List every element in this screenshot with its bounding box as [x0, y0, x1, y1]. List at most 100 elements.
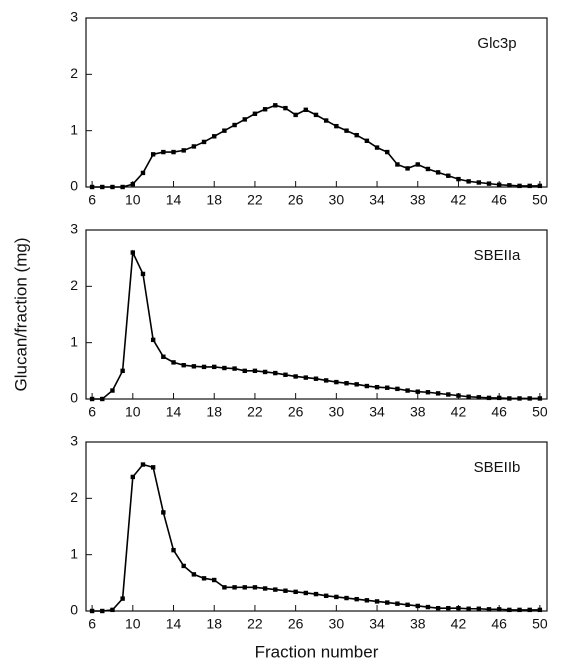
- data-point: [385, 600, 390, 605]
- data-point: [354, 382, 359, 387]
- panel-label: SBEIIa: [474, 247, 521, 264]
- data-point: [242, 585, 247, 590]
- data-point: [212, 364, 217, 370]
- data-point: [303, 107, 309, 113]
- data-point: [527, 183, 532, 189]
- y-tick-label: 3: [70, 9, 78, 25]
- data-point: [171, 547, 176, 553]
- data-point: [527, 607, 532, 613]
- data-point: [364, 598, 370, 603]
- x-tick-label: 14: [166, 192, 182, 208]
- x-tick-label: 26: [288, 192, 304, 208]
- x-tick-label: 14: [166, 616, 182, 632]
- data-point: [262, 586, 268, 591]
- x-tick-label: 46: [491, 192, 507, 208]
- data-point: [232, 122, 237, 128]
- data-point: [354, 596, 359, 602]
- data-point: [212, 134, 217, 139]
- data-point: [201, 576, 207, 581]
- data-point: [222, 365, 227, 371]
- data-point: [456, 605, 461, 611]
- data-point: [222, 585, 227, 590]
- data-point: [283, 372, 288, 377]
- data-point: [507, 396, 512, 401]
- data-point: [313, 376, 319, 381]
- x-tick-label: 6: [88, 192, 96, 208]
- data-point: [334, 123, 339, 129]
- x-tick-label: 18: [206, 404, 222, 420]
- x-tick-label: 10: [125, 616, 141, 632]
- data-point: [456, 393, 461, 398]
- data-point: [374, 145, 380, 150]
- data-point: [415, 389, 420, 394]
- data-point: [486, 395, 492, 401]
- data-point: [435, 605, 441, 611]
- data-point: [344, 381, 349, 386]
- panel-label: Glc3p: [477, 35, 516, 52]
- plot-frame: [85, 17, 548, 188]
- data-point: [476, 395, 482, 400]
- data-point: [374, 384, 380, 390]
- x-tick-label: 34: [369, 404, 385, 420]
- data-point: [130, 474, 136, 480]
- data-point: [140, 462, 146, 467]
- data-point: [344, 128, 349, 133]
- y-tick-label: 0: [70, 390, 78, 406]
- y-tick-label: 3: [70, 221, 78, 237]
- data-point: [323, 118, 329, 123]
- data-point: [130, 250, 136, 255]
- x-tick-label: 6: [88, 404, 96, 420]
- data-point: [415, 603, 420, 609]
- plot-frame: [85, 441, 548, 612]
- data-point: [161, 510, 166, 515]
- data-point: [110, 388, 115, 393]
- data-point: [313, 591, 319, 597]
- data-point: [425, 390, 431, 395]
- data-point: [191, 572, 197, 577]
- data-point: [130, 181, 136, 187]
- x-tick-label: 38: [410, 616, 426, 632]
- data-point: [273, 587, 278, 592]
- data-point: [150, 152, 156, 157]
- data-point: [313, 112, 319, 118]
- data-point: [496, 607, 502, 612]
- data-point: [486, 607, 492, 612]
- data-point: [262, 369, 268, 375]
- y-axis-label: Glucan/fraction (mg): [11, 238, 30, 392]
- x-tick-label: 22: [247, 616, 263, 632]
- y-tick-label: 1: [70, 121, 78, 137]
- x-tick-label: 10: [125, 192, 141, 208]
- data-point: [262, 107, 268, 112]
- data-point: [334, 379, 339, 385]
- data-point: [507, 183, 512, 188]
- data-point: [364, 138, 370, 144]
- data-point: [191, 364, 197, 369]
- x-tick-label: 30: [329, 404, 345, 420]
- x-tick-label: 50: [532, 404, 548, 420]
- data-point: [212, 577, 217, 583]
- x-tick-label: 38: [410, 404, 426, 420]
- data-point: [232, 366, 237, 371]
- y-tick-label: 3: [70, 433, 78, 449]
- data-point: [150, 465, 156, 470]
- x-tick-label: 22: [247, 192, 263, 208]
- data-point: [161, 149, 166, 155]
- data-point: [507, 607, 512, 613]
- x-tick-label: 30: [329, 616, 345, 632]
- data-point: [161, 354, 166, 359]
- data-point: [120, 184, 125, 190]
- x-tick-label: 18: [206, 192, 222, 208]
- data-point: [110, 184, 115, 190]
- data-point: [140, 271, 146, 277]
- data-point: [171, 360, 176, 365]
- data-point: [181, 148, 186, 153]
- data-point: [283, 588, 288, 593]
- x-tick-label: 50: [532, 616, 548, 632]
- data-point: [435, 391, 441, 396]
- data-point: [242, 368, 247, 374]
- data-point: [456, 176, 461, 182]
- data-point: [466, 179, 471, 184]
- x-tick-label: 26: [288, 404, 304, 420]
- data-point: [120, 368, 125, 374]
